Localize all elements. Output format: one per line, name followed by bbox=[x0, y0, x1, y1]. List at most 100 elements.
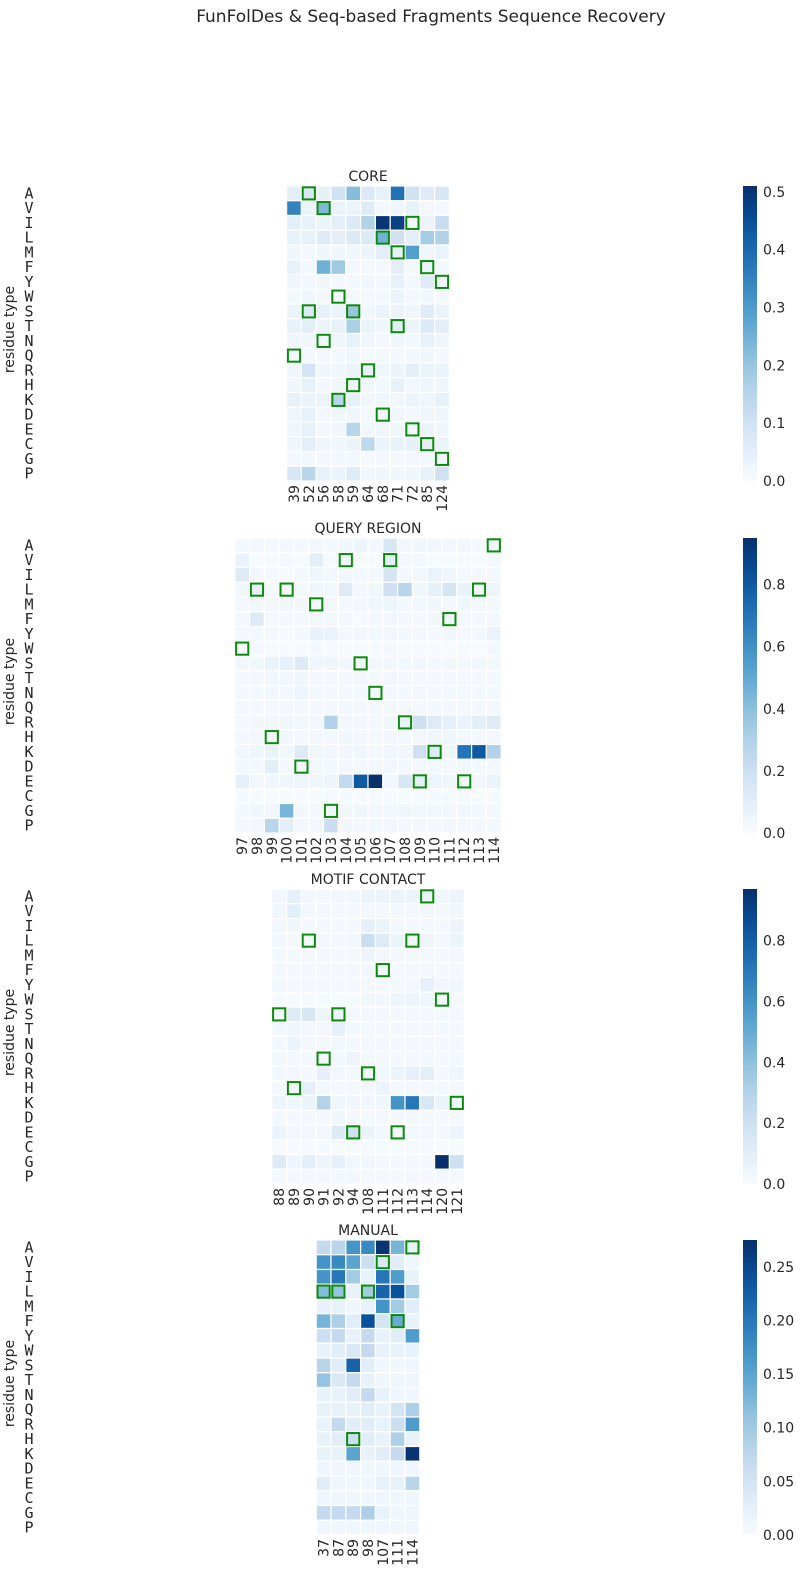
colorbar-tick-label: 0.6 bbox=[763, 995, 785, 1011]
heatmap-cell bbox=[397, 743, 414, 760]
heatmap-cell bbox=[360, 903, 377, 920]
heatmap-cell bbox=[367, 537, 384, 554]
heatmap-cell bbox=[404, 303, 421, 320]
heatmap-cell bbox=[330, 1327, 347, 1344]
heatmap-cell bbox=[286, 450, 303, 467]
y-tick-label: V bbox=[24, 1253, 33, 1271]
x-tick-label: 90 bbox=[302, 1188, 318, 1206]
heatmap-cell bbox=[434, 200, 451, 217]
heatmap-cell bbox=[411, 817, 428, 834]
y-tick-label: E bbox=[24, 1123, 33, 1141]
heatmap-cell bbox=[315, 1460, 332, 1477]
heatmap-cell bbox=[411, 655, 428, 672]
heatmap-cell bbox=[389, 406, 406, 423]
x-tick-label: 124 bbox=[435, 485, 451, 512]
heatmap-cell bbox=[345, 406, 362, 423]
heatmap-cell bbox=[315, 303, 332, 320]
heatmap-cell bbox=[382, 758, 399, 775]
heatmap-cell bbox=[300, 962, 317, 979]
native-residue-marker bbox=[442, 612, 457, 627]
heatmap-cell bbox=[352, 743, 369, 760]
heatmap-cell bbox=[389, 1342, 406, 1359]
x-tick-label: 56 bbox=[317, 485, 333, 503]
heatmap-cell bbox=[293, 655, 310, 672]
heatmap-cell bbox=[315, 947, 332, 964]
y-tick-label: N bbox=[24, 1035, 33, 1053]
heatmap-cell bbox=[360, 1313, 377, 1330]
heatmap-cell bbox=[374, 1109, 391, 1126]
y-tick-label: Y bbox=[24, 976, 33, 994]
heatmap-cell bbox=[426, 670, 443, 687]
heatmap-cell bbox=[300, 421, 317, 438]
heatmap-cell bbox=[397, 758, 414, 775]
heatmap-cell bbox=[345, 1504, 362, 1521]
native-residue-marker bbox=[346, 1125, 361, 1140]
heatmap-cell bbox=[315, 1475, 332, 1492]
heatmap-cell bbox=[456, 729, 473, 746]
heatmap-cell bbox=[263, 684, 280, 701]
heatmap-cell bbox=[360, 303, 377, 320]
heatmap-cell bbox=[300, 273, 317, 290]
heatmap-cell bbox=[360, 244, 377, 261]
x-tick-label: 121 bbox=[450, 1188, 466, 1215]
y-tick-label: D bbox=[24, 758, 33, 776]
heatmap-cell bbox=[360, 1416, 377, 1433]
heatmap-cell bbox=[330, 888, 347, 905]
heatmap-cell bbox=[434, 229, 451, 246]
heatmap-cell bbox=[404, 450, 421, 467]
heatmap-cell bbox=[419, 1139, 436, 1156]
heatmap-cell bbox=[286, 259, 303, 276]
heatmap-cell bbox=[360, 1445, 377, 1462]
heatmap-cell bbox=[278, 611, 295, 628]
y-tick-label: W bbox=[24, 288, 34, 306]
heatmap-cell bbox=[234, 670, 251, 687]
heatmap-cell bbox=[352, 788, 369, 805]
x-tick-label: 112 bbox=[391, 1188, 407, 1215]
heatmap-cell bbox=[337, 640, 354, 657]
heatmap-cell bbox=[293, 537, 310, 554]
heatmap-cell bbox=[485, 552, 502, 569]
y-tick-label: W bbox=[24, 991, 34, 1009]
heatmap-cell bbox=[485, 640, 502, 657]
heatmap-cell bbox=[389, 1519, 406, 1536]
native-residue-marker bbox=[405, 1240, 420, 1255]
heatmap-cell bbox=[434, 917, 451, 934]
heatmap-cell bbox=[389, 1386, 406, 1403]
heatmap-cell bbox=[389, 1327, 406, 1344]
heatmap-cell bbox=[286, 406, 303, 423]
heatmap-cell bbox=[441, 625, 458, 642]
x-tick-label: 110 bbox=[428, 837, 444, 864]
heatmap-cell bbox=[374, 200, 391, 217]
heatmap-cell bbox=[249, 714, 266, 731]
heatmap-cell bbox=[234, 566, 251, 583]
heatmap-cell bbox=[404, 288, 421, 305]
heatmap-cell bbox=[345, 976, 362, 993]
heatmap-cell bbox=[345, 1519, 362, 1536]
heatmap-cell bbox=[441, 773, 458, 790]
heatmap-cell bbox=[360, 377, 377, 394]
heatmap-cell bbox=[345, 1153, 362, 1170]
heatmap-cell bbox=[448, 888, 465, 905]
heatmap-cell bbox=[249, 684, 266, 701]
heatmap-cell bbox=[397, 552, 414, 569]
heatmap-cell bbox=[374, 1357, 391, 1374]
heatmap-cell bbox=[374, 917, 391, 934]
y-tick-label: A bbox=[24, 536, 33, 554]
heatmap-cell bbox=[360, 1139, 377, 1156]
heatmap-cell bbox=[441, 552, 458, 569]
heatmap-cell bbox=[404, 1490, 421, 1507]
heatmap-cell bbox=[382, 743, 399, 760]
y-tick-label: E bbox=[24, 772, 33, 790]
heatmap-cell bbox=[441, 537, 458, 554]
heatmap-cell bbox=[426, 611, 443, 628]
heatmap-cell bbox=[330, 200, 347, 217]
heatmap-cell bbox=[293, 773, 310, 790]
y-tick-label: E bbox=[24, 1474, 33, 1492]
heatmap-cell bbox=[374, 436, 391, 453]
heatmap-cell bbox=[434, 377, 451, 394]
heatmap-cell bbox=[411, 743, 428, 760]
heatmap-cell bbox=[315, 391, 332, 408]
x-tick-label: 58 bbox=[331, 485, 347, 503]
heatmap-cell bbox=[330, 1460, 347, 1477]
heatmap-cell bbox=[300, 200, 317, 217]
